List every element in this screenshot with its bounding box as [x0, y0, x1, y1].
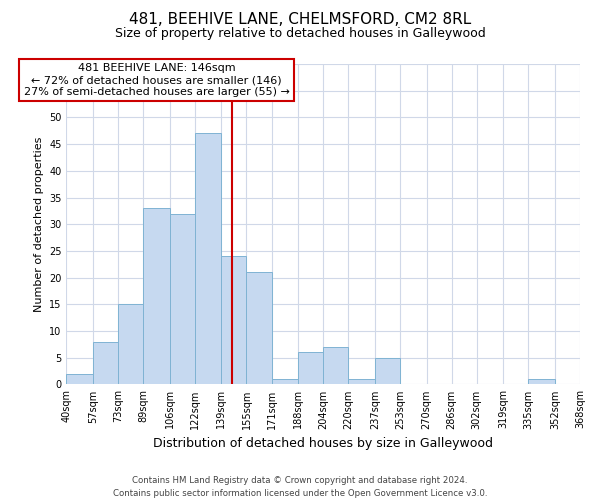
Bar [67, 374, 93, 384]
Text: Contains HM Land Registry data © Crown copyright and database right 2024.
Contai: Contains HM Land Registry data © Crown c… [113, 476, 487, 498]
Bar [221, 256, 247, 384]
Y-axis label: Number of detached properties: Number of detached properties [34, 136, 44, 312]
Bar [348, 379, 375, 384]
Text: 481 BEEHIVE LANE: 146sqm
← 72% of detached houses are smaller (146)
27% of semi-: 481 BEEHIVE LANE: 146sqm ← 72% of detach… [23, 64, 289, 96]
Bar [323, 347, 348, 385]
Bar [529, 379, 555, 384]
Bar [93, 342, 118, 384]
Bar [298, 352, 323, 384]
Bar [143, 208, 170, 384]
Bar [118, 304, 143, 384]
Bar [170, 214, 195, 384]
Bar [272, 379, 298, 384]
Bar [195, 134, 221, 384]
Bar [247, 272, 272, 384]
Text: 481, BEEHIVE LANE, CHELMSFORD, CM2 8RL: 481, BEEHIVE LANE, CHELMSFORD, CM2 8RL [129, 12, 471, 28]
Bar [375, 358, 400, 384]
Text: Size of property relative to detached houses in Galleywood: Size of property relative to detached ho… [115, 28, 485, 40]
X-axis label: Distribution of detached houses by size in Galleywood: Distribution of detached houses by size … [153, 437, 493, 450]
